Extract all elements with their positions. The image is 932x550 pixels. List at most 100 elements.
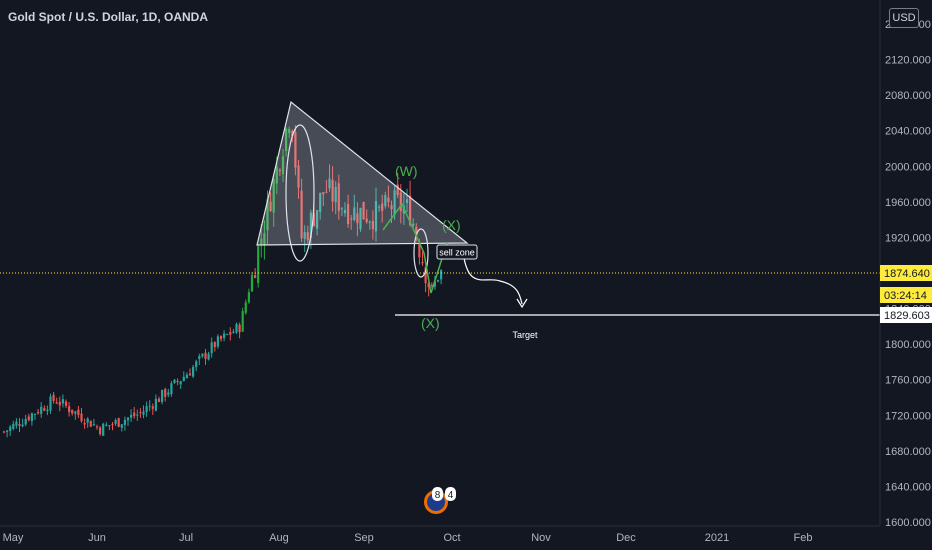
candle-body	[232, 331, 235, 333]
candle-body	[309, 212, 312, 238]
candle-body	[337, 183, 340, 211]
target-label: Target	[512, 330, 538, 340]
candle-body	[216, 336, 219, 347]
candle-body	[356, 213, 359, 224]
candle-body	[77, 409, 80, 416]
last-price-bg	[880, 265, 932, 281]
candle-body	[55, 402, 58, 404]
descending-triangle	[256, 100, 469, 246]
candle-body	[412, 223, 415, 226]
candle-body	[260, 238, 263, 245]
candle-body	[182, 376, 185, 381]
candle-body	[195, 361, 198, 368]
candle-body	[325, 191, 328, 193]
candlestick-series	[2, 125, 443, 438]
candle-body	[275, 166, 278, 184]
candle-body	[254, 275, 257, 279]
candle-body	[145, 406, 148, 412]
candle-body	[238, 324, 241, 333]
candle-body	[430, 284, 433, 286]
candle-body	[421, 261, 424, 264]
candle-body	[111, 424, 114, 426]
candle-body	[179, 381, 182, 385]
candle-body	[139, 412, 142, 414]
candle-body	[71, 409, 74, 414]
candle-body	[263, 233, 266, 245]
candle-body	[18, 423, 21, 426]
candle-body	[368, 221, 371, 223]
candle-body	[117, 418, 120, 427]
price-tick-label: 2000.000	[885, 161, 931, 173]
price-tick-label: 1640.000	[885, 481, 931, 493]
candle-body	[384, 195, 387, 207]
badge-1-bg	[432, 487, 443, 501]
price-tick-label: 1760.000	[885, 375, 931, 387]
candle-body	[207, 353, 210, 360]
candle-body	[359, 207, 362, 230]
candle-body	[30, 413, 33, 421]
candle-body	[49, 396, 52, 411]
candle-body	[136, 414, 139, 416]
candle-body	[390, 205, 393, 210]
wave-label-w: (W)	[395, 163, 418, 179]
candle-body	[37, 411, 40, 414]
candle-body	[272, 179, 275, 213]
candle-body	[68, 406, 71, 413]
candle-body	[378, 206, 381, 208]
candle-body	[52, 394, 55, 401]
price-labels: 1874.640 03:24:14 1829.603	[880, 265, 932, 323]
candle-body	[198, 356, 201, 360]
candle-body	[285, 128, 288, 152]
event-badges[interactable]: 8 4	[424, 487, 456, 514]
candle-body	[257, 246, 260, 283]
price-tick-label: 1920.000	[885, 232, 931, 244]
badge-2-bg	[445, 487, 456, 501]
candle-body	[126, 417, 130, 421]
candle-body	[120, 424, 123, 428]
price-tick-label: 2080.000	[885, 90, 931, 102]
countdown-label: 03:24:14	[884, 290, 927, 302]
event-badge-1: 8	[435, 490, 441, 501]
time-tick-label: 2021	[705, 532, 729, 544]
highlight-ellipse-right	[413, 228, 429, 278]
price-tick-label: 2040.000	[885, 126, 931, 138]
candle-body	[424, 267, 427, 284]
candle-body	[362, 201, 365, 220]
candle-body	[229, 331, 232, 335]
candle-body	[114, 420, 117, 424]
candle-body	[226, 334, 229, 336]
candle-body	[40, 406, 43, 414]
price-tick-label: 1680.000	[885, 446, 931, 458]
candle-body	[133, 412, 136, 417]
candle-body	[2, 431, 6, 433]
currency-button[interactable]: USD	[889, 8, 919, 28]
candle-body	[427, 283, 430, 288]
candle-body	[21, 424, 24, 427]
candle-body	[164, 389, 167, 397]
candle-body	[108, 425, 111, 427]
candle-body	[322, 192, 325, 195]
candle-body	[219, 335, 223, 340]
price-tick-label: 2120.000	[885, 55, 931, 67]
time-tick-label: May	[3, 532, 24, 544]
time-tick-label: Aug	[269, 532, 289, 544]
candle-body	[415, 226, 418, 239]
candle-body	[170, 383, 173, 395]
candle-body	[371, 220, 374, 230]
candle-body	[80, 413, 83, 422]
candle-body	[154, 398, 157, 411]
candle-body	[250, 274, 254, 292]
countdown-bg	[880, 287, 932, 303]
candle-body	[381, 203, 384, 211]
candle-body	[24, 418, 27, 425]
candle-body	[188, 373, 192, 376]
candle-body	[105, 424, 108, 426]
price-tick-label: 1800.000	[885, 339, 931, 351]
time-axis[interactable]: May Jun Jul Aug Sep Oct Nov Dec 2021 Feb	[3, 532, 813, 544]
candle-body	[46, 409, 49, 412]
candle-body	[343, 209, 347, 214]
candle-body	[374, 201, 378, 232]
time-tick-label: Oct	[443, 532, 460, 544]
candle-body	[176, 380, 179, 383]
